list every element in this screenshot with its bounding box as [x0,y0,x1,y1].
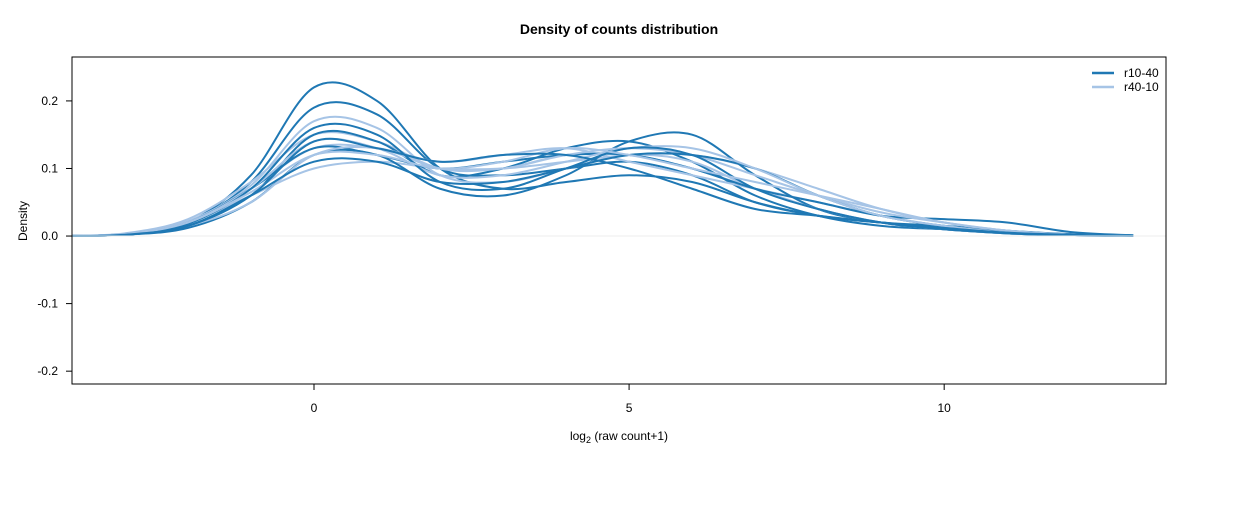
y-tick-label: 0.1 [41,161,58,175]
x-tick-label: 10 [937,401,951,415]
x-axis-label-subscript: 2 [586,435,591,445]
y-tick-label: 0.2 [41,94,58,108]
legend-label-r40-10: r40-10 [1124,80,1159,94]
legend: r10-40 r40-10 [1092,66,1159,94]
x-axis-label-rest: (raw count+1) [591,429,668,443]
density-curve-r40-10-11 [72,137,1134,238]
y-tick-label: -0.1 [37,297,58,311]
y-axis-label: Density [16,201,30,241]
density-curves [72,81,1134,238]
x-axis-label-base: log [570,429,586,443]
density-curve-r40-10-1 [72,152,1134,238]
x-axis: 0 5 10 [311,384,951,415]
density-curve-r40-10-13 [72,147,1134,238]
x-tick-label: 5 [626,401,633,415]
chart-title: Density of counts distribution [520,21,718,37]
x-axis-label: log2 (raw count+1) [570,429,668,445]
density-curve-r10-40-12 [72,122,1134,238]
x-tick-label: 0 [311,401,318,415]
plot-frame [71,56,1167,385]
y-axis: 0.2 0.1 0.0 -0.1 -0.2 [37,94,72,378]
y-tick-label: 0.0 [41,229,58,243]
density-curve-r40-10-7 [72,115,1134,238]
density-curve-r10-40-10 [72,152,1134,238]
y-tick-label: -0.2 [37,364,58,378]
legend-label-r10-40: r10-40 [1124,66,1159,80]
density-curve-r10-40-14 [72,137,1134,238]
